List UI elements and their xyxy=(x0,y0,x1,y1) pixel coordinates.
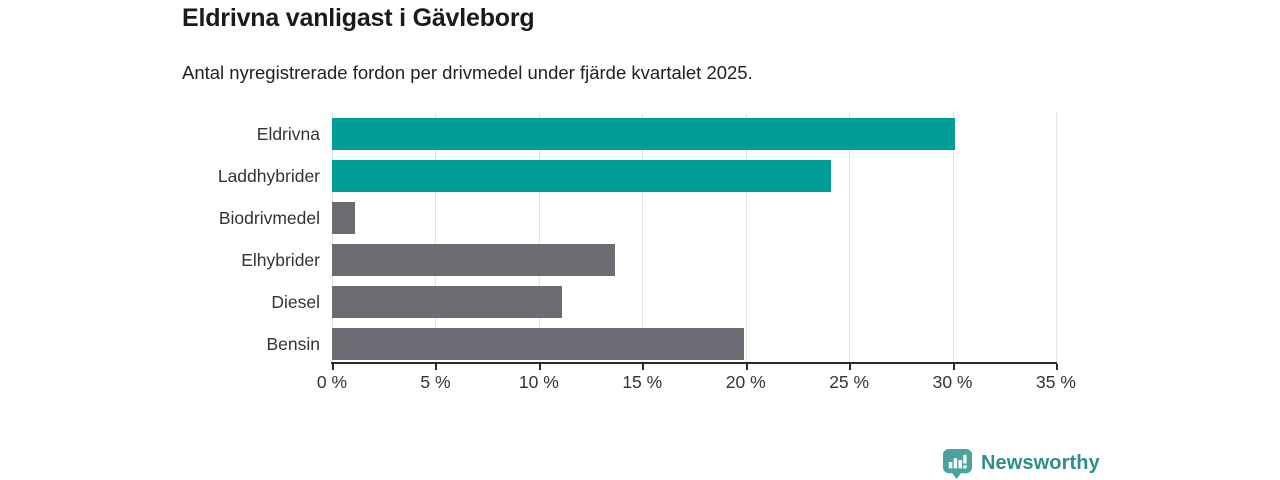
x-tick-label: 30 % xyxy=(932,372,973,392)
category-label: Elhybrider xyxy=(241,250,320,270)
gridline xyxy=(952,113,954,362)
gridline xyxy=(745,113,747,362)
newsworthy-logo-text: Newsworthy xyxy=(981,452,1100,474)
bar-eldrivna xyxy=(332,118,955,150)
x-tick-label: 25 % xyxy=(829,372,870,392)
newsworthy-logo-icon xyxy=(942,448,973,479)
x-tick xyxy=(538,364,541,370)
bar-row xyxy=(332,160,1056,192)
bar-diesel xyxy=(332,286,562,318)
bar-elhybrider xyxy=(332,244,616,276)
gridline xyxy=(642,113,644,362)
x-tick xyxy=(435,364,438,370)
x-tick xyxy=(642,364,645,370)
x-tick-label: 20 % xyxy=(725,372,766,392)
chart-subtitle: Antal nyregistrerade fordon per drivmede… xyxy=(182,62,753,83)
gridline xyxy=(538,113,540,362)
category-label: Bensin xyxy=(266,334,320,354)
bar-row xyxy=(332,118,1056,150)
x-tick-label: 0 % xyxy=(316,372,348,392)
x-tick xyxy=(1056,364,1058,370)
x-tick-label: 5 % xyxy=(420,372,451,392)
x-tick xyxy=(849,364,852,370)
bar-row xyxy=(332,328,1056,360)
x-tick-label: 15 % xyxy=(622,372,663,392)
category-label: Eldrivna xyxy=(256,124,320,144)
bar-laddhybrider xyxy=(332,160,831,192)
category-label: Biodrivmedel xyxy=(218,208,320,228)
gridline xyxy=(332,113,333,362)
category-label: Laddhybrider xyxy=(217,166,320,186)
x-tick-label: 35 % xyxy=(1036,372,1076,392)
bar-row xyxy=(332,202,1056,234)
x-tick xyxy=(745,364,748,370)
x-axis-line xyxy=(331,362,1057,364)
x-tick xyxy=(952,364,955,370)
x-tick-label: 10 % xyxy=(518,372,559,392)
gridline xyxy=(1056,113,1057,362)
bar-biodrivmedel xyxy=(332,202,355,234)
category-label: Diesel xyxy=(271,292,320,312)
newsworthy-logo-link[interactable]: Newsworthy xyxy=(942,448,1100,479)
page-title: Eldrivna vanligast i Gävleborg xyxy=(182,4,535,32)
gridline xyxy=(849,113,851,362)
bar-bensin xyxy=(332,328,744,360)
bar-chart-plot-area xyxy=(332,113,1057,362)
bar-row xyxy=(332,286,1056,318)
gridline xyxy=(435,113,437,362)
bar-row xyxy=(332,244,1056,276)
x-tick xyxy=(332,364,334,370)
